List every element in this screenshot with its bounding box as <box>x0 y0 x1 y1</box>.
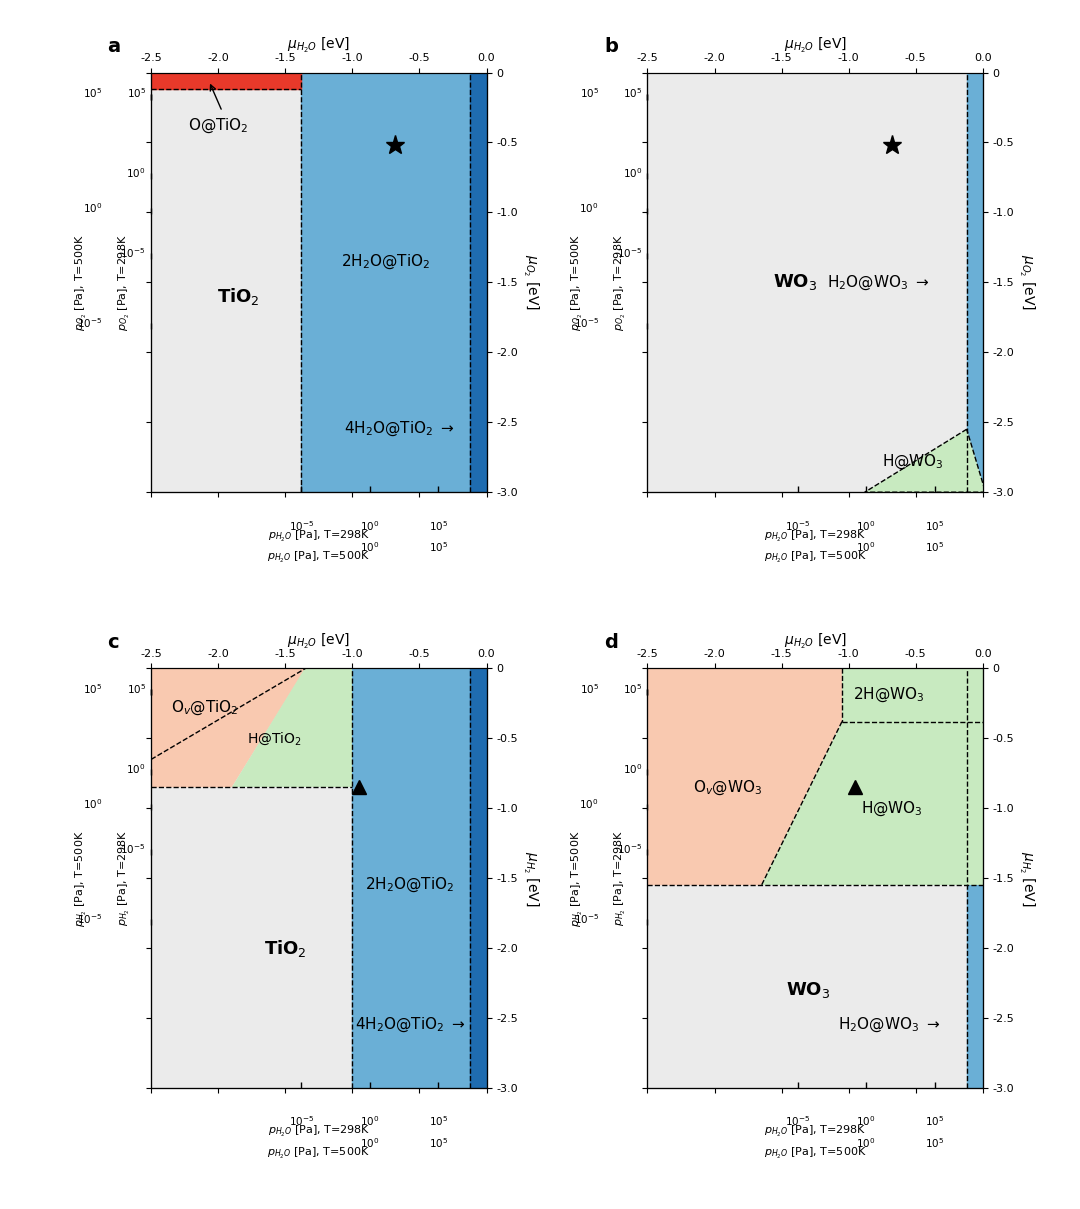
Text: $p_{H_2}$ [Pa], T=298K: $p_{H_2}$ [Pa], T=298K <box>117 831 132 926</box>
Polygon shape <box>865 429 985 492</box>
X-axis label: $\mu_{H_2O}$ [eV]: $\mu_{H_2O}$ [eV] <box>784 35 847 54</box>
Text: $10^0$: $10^0$ <box>580 202 599 215</box>
Text: O$_v$@WO$_3$: O$_v$@WO$_3$ <box>693 779 762 797</box>
Text: $10^0$: $10^0$ <box>856 540 876 555</box>
Text: $10^5$: $10^5$ <box>924 540 944 555</box>
Text: $10^{-5}$: $10^{-5}$ <box>121 841 146 856</box>
Text: WO$_3$: WO$_3$ <box>773 272 818 293</box>
X-axis label: $\mu_{H_2O}$ [eV]: $\mu_{H_2O}$ [eV] <box>784 631 847 650</box>
Text: $10^0$: $10^0$ <box>126 762 146 776</box>
Text: $10^{-5}$: $10^{-5}$ <box>617 247 643 260</box>
Text: $10^0$: $10^0$ <box>83 202 103 215</box>
Text: $10^0$: $10^0$ <box>360 540 379 555</box>
Polygon shape <box>648 669 842 885</box>
Text: $10^5$: $10^5$ <box>924 1115 944 1128</box>
Text: $10^0$: $10^0$ <box>623 762 643 776</box>
Text: O$_v$@TiO$_2$: O$_v$@TiO$_2$ <box>171 699 239 717</box>
Text: $10^0$: $10^0$ <box>856 1136 876 1150</box>
Text: $p_{O_2}$ [Pa], T=298K: $p_{O_2}$ [Pa], T=298K <box>117 235 132 331</box>
Text: $10^5$: $10^5$ <box>623 87 643 100</box>
Text: $10^5$: $10^5$ <box>429 1115 448 1128</box>
Text: 2H$_2$O@TiO$_2$: 2H$_2$O@TiO$_2$ <box>365 877 455 895</box>
Text: $p_{H_2O}$ [Pa], T=500K: $p_{H_2O}$ [Pa], T=500K <box>764 1146 866 1161</box>
Text: $p_{H_2O}$ [Pa], T=298K: $p_{H_2O}$ [Pa], T=298K <box>764 528 866 544</box>
Text: $p_{H_2}$ [Pa], T=500K: $p_{H_2}$ [Pa], T=500K <box>570 829 584 926</box>
Text: $p_{H_2}$ [Pa], T=500K: $p_{H_2}$ [Pa], T=500K <box>73 829 89 926</box>
Text: $10^5$: $10^5$ <box>429 540 448 555</box>
Text: $10^{-5}$: $10^{-5}$ <box>288 519 314 533</box>
Text: $10^{-5}$: $10^{-5}$ <box>78 316 103 330</box>
Text: $10^0$: $10^0$ <box>83 797 103 811</box>
Text: $10^{-5}$: $10^{-5}$ <box>121 247 146 260</box>
Text: $p_{H_2O}$ [Pa], T=298K: $p_{H_2O}$ [Pa], T=298K <box>268 1124 370 1139</box>
Text: $10^{-5}$: $10^{-5}$ <box>573 912 599 926</box>
Text: TiO$_2$: TiO$_2$ <box>217 285 259 307</box>
Text: $10^5$: $10^5$ <box>83 683 103 696</box>
Text: $10^5$: $10^5$ <box>429 1136 448 1150</box>
Text: $10^5$: $10^5$ <box>623 683 643 696</box>
Text: $p_{H_2}$ [Pa], T=298K: $p_{H_2}$ [Pa], T=298K <box>613 831 627 926</box>
Text: $10^5$: $10^5$ <box>924 1136 944 1150</box>
Text: $p_{H_2O}$ [Pa], T=298K: $p_{H_2O}$ [Pa], T=298K <box>764 1124 866 1139</box>
Text: $10^{-5}$: $10^{-5}$ <box>617 841 643 856</box>
Text: $10^{-5}$: $10^{-5}$ <box>785 519 810 533</box>
Text: $p_{O_2}$ [Pa], T=500K: $p_{O_2}$ [Pa], T=500K <box>73 233 89 331</box>
X-axis label: $\mu_{H_2O}$ [eV]: $\mu_{H_2O}$ [eV] <box>287 35 350 54</box>
Text: c: c <box>108 632 119 652</box>
Text: $10^0$: $10^0$ <box>360 1115 379 1128</box>
Y-axis label: $\mu_{H_2}$ [eV]: $\mu_{H_2}$ [eV] <box>522 850 540 906</box>
Text: $p_{H_2O}$ [Pa], T=500K: $p_{H_2O}$ [Pa], T=500K <box>268 550 370 566</box>
Text: $10^5$: $10^5$ <box>429 519 448 533</box>
Y-axis label: $\mu_{O_2}$ [eV]: $\mu_{O_2}$ [eV] <box>1017 254 1037 311</box>
Text: b: b <box>604 36 618 56</box>
Polygon shape <box>842 669 985 722</box>
Text: H@WO$_3$: H@WO$_3$ <box>882 452 944 470</box>
Text: $10^0$: $10^0$ <box>856 519 876 533</box>
Text: $10^0$: $10^0$ <box>360 519 379 533</box>
Text: $p_{H_2O}$ [Pa], T=500K: $p_{H_2O}$ [Pa], T=500K <box>268 1146 370 1161</box>
Text: $10^5$: $10^5$ <box>924 519 944 533</box>
Text: TiO$_2$: TiO$_2$ <box>264 938 307 959</box>
Text: $p_{H_2O}$ [Pa], T=298K: $p_{H_2O}$ [Pa], T=298K <box>268 528 370 544</box>
Text: WO$_3$: WO$_3$ <box>786 980 831 1000</box>
Y-axis label: $\mu_{H_2}$ [eV]: $\mu_{H_2}$ [eV] <box>1017 850 1037 906</box>
Text: $10^5$: $10^5$ <box>580 683 599 696</box>
Text: $10^5$: $10^5$ <box>126 87 146 100</box>
Text: $10^{-5}$: $10^{-5}$ <box>288 1115 314 1128</box>
Text: $10^{-5}$: $10^{-5}$ <box>785 1115 810 1128</box>
Text: $10^0$: $10^0$ <box>623 167 643 180</box>
Text: 2H$_2$O@TiO$_2$: 2H$_2$O@TiO$_2$ <box>341 253 431 271</box>
Text: $10^0$: $10^0$ <box>126 167 146 180</box>
Text: $10^5$: $10^5$ <box>83 87 103 100</box>
Text: H@WO$_3$: H@WO$_3$ <box>861 799 922 817</box>
Text: H$_2$O@WO$_3$ $\rightarrow$: H$_2$O@WO$_3$ $\rightarrow$ <box>827 273 930 291</box>
Text: $10^{-5}$: $10^{-5}$ <box>78 912 103 926</box>
Text: 4H$_2$O@TiO$_2$ $\rightarrow$: 4H$_2$O@TiO$_2$ $\rightarrow$ <box>354 1016 465 1035</box>
Text: a: a <box>108 36 121 56</box>
Text: $p_{H_2O}$ [Pa], T=500K: $p_{H_2O}$ [Pa], T=500K <box>764 550 866 566</box>
Text: $10^0$: $10^0$ <box>856 1115 876 1128</box>
Text: $10^{-5}$: $10^{-5}$ <box>573 316 599 330</box>
Text: d: d <box>604 632 618 652</box>
Y-axis label: $\mu_{O_2}$ [eV]: $\mu_{O_2}$ [eV] <box>522 254 540 311</box>
Polygon shape <box>761 722 985 885</box>
Text: $10^0$: $10^0$ <box>360 1136 379 1150</box>
Text: $p_{O_2}$ [Pa], T=500K: $p_{O_2}$ [Pa], T=500K <box>570 233 584 331</box>
Text: H@TiO$_2$: H@TiO$_2$ <box>247 730 302 747</box>
Text: O@TiO$_2$: O@TiO$_2$ <box>188 116 248 135</box>
Text: 2H@WO$_3$: 2H@WO$_3$ <box>853 686 924 704</box>
Text: 4H$_2$O@TiO$_2$ $\rightarrow$: 4H$_2$O@TiO$_2$ $\rightarrow$ <box>345 420 455 439</box>
Text: $10^5$: $10^5$ <box>580 87 599 100</box>
Text: H$_2$O@WO$_3$ $\rightarrow$: H$_2$O@WO$_3$ $\rightarrow$ <box>838 1016 940 1035</box>
X-axis label: $\mu_{H_2O}$ [eV]: $\mu_{H_2O}$ [eV] <box>287 631 350 650</box>
Text: $10^5$: $10^5$ <box>126 683 146 696</box>
Polygon shape <box>232 669 352 787</box>
Polygon shape <box>151 669 306 787</box>
Text: $p_{O_2}$ [Pa], T=298K: $p_{O_2}$ [Pa], T=298K <box>613 235 627 331</box>
Text: $10^0$: $10^0$ <box>580 797 599 811</box>
